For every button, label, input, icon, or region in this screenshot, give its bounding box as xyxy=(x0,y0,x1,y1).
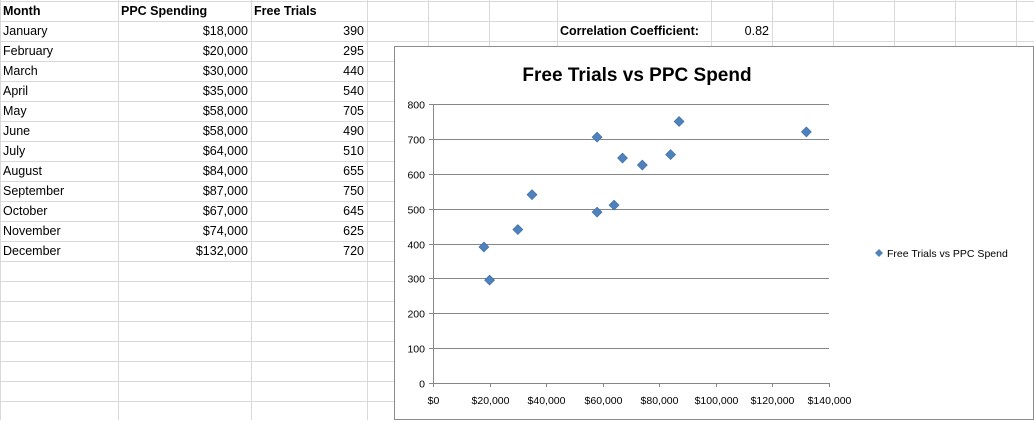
ppc-spending-cell[interactable]: $20,000 xyxy=(202,44,248,58)
ppc-spending-cell[interactable]: $84,000 xyxy=(202,164,248,178)
month-cell[interactable]: January xyxy=(3,24,48,38)
data-point xyxy=(617,152,628,164)
x-tick-label: $0 xyxy=(428,395,440,407)
month-cell[interactable]: March xyxy=(3,64,38,78)
ppc-spending-cell[interactable]: $58,000 xyxy=(202,104,248,118)
month-cell[interactable]: November xyxy=(3,224,61,238)
ppc-spending-cell[interactable]: $30,000 xyxy=(202,64,248,78)
ppc-spending-cell[interactable]: $87,000 xyxy=(202,184,248,198)
y-tick-label: 400 xyxy=(407,240,425,252)
x-tick-label: $20,000 xyxy=(472,395,510,407)
legend-marker xyxy=(875,249,883,257)
header-month[interactable]: Month xyxy=(3,4,41,18)
header-free-trials[interactable]: Free Trials xyxy=(254,4,317,18)
x-tick-label: $120,000 xyxy=(751,395,795,407)
free-trials-cell[interactable]: 625 xyxy=(343,224,364,238)
x-tick-label: $60,000 xyxy=(585,395,623,407)
data-point xyxy=(591,206,603,218)
free-trials-cell[interactable]: 705 xyxy=(343,104,364,118)
y-tick-label: 100 xyxy=(407,344,425,356)
y-tick-label: 300 xyxy=(407,274,425,286)
month-cell[interactable]: June xyxy=(3,124,31,138)
free-trials-cell[interactable]: 655 xyxy=(343,164,364,178)
data-point xyxy=(608,199,620,211)
scatter-chart[interactable]: Free Trials vs PPC Spend 0 100 200 300 400 500… xyxy=(394,46,1034,420)
y-tick-label: 500 xyxy=(407,205,425,217)
month-cell[interactable]: September xyxy=(3,184,65,198)
legend-label: Free Trials vs PPC Spend xyxy=(887,248,1008,260)
ppc-spending-cell[interactable]: $18,000 xyxy=(202,24,248,38)
ppc-spending-cell[interactable]: $67,000 xyxy=(202,204,248,218)
y-tick-label: 600 xyxy=(407,170,425,182)
month-cell[interactable]: April xyxy=(3,84,29,98)
x-tick-label: $80,000 xyxy=(641,395,679,407)
data-point xyxy=(484,274,495,286)
free-trials-cell[interactable]: 540 xyxy=(343,84,364,98)
ppc-spending-cell[interactable]: $35,000 xyxy=(202,84,248,98)
free-trials-cell[interactable]: 720 xyxy=(343,244,364,258)
data-point xyxy=(673,116,685,127)
header-ppc-spending[interactable]: PPC Spending xyxy=(121,4,208,18)
month-cell[interactable]: May xyxy=(3,104,27,118)
free-trials-cell[interactable]: 390 xyxy=(343,24,364,38)
ppc-spending-cell[interactable]: $132,000 xyxy=(195,244,248,258)
data-point xyxy=(800,126,812,138)
data-point xyxy=(665,149,677,160)
free-trials-cell[interactable]: 750 xyxy=(343,184,364,198)
data-point xyxy=(512,224,524,235)
free-trials-cell[interactable]: 645 xyxy=(343,204,364,218)
data-point xyxy=(526,189,538,201)
month-cell[interactable]: July xyxy=(3,144,26,158)
ppc-spending-cell[interactable]: $58,000 xyxy=(202,124,248,138)
chart-title: Free Trials vs PPC Spend xyxy=(522,65,751,86)
month-cell[interactable]: February xyxy=(3,44,54,58)
ppc-spending-cell[interactable]: $64,000 xyxy=(202,144,248,158)
data-point xyxy=(636,159,648,171)
y-tick-label: 0 xyxy=(419,379,425,391)
correlation-label[interactable]: Correlation Coefficient: xyxy=(560,24,699,38)
y-tick-label: 800 xyxy=(407,100,425,112)
month-cell[interactable]: August xyxy=(3,164,42,178)
y-tick-label: 200 xyxy=(407,309,425,321)
x-tick-label: $100,000 xyxy=(695,395,739,407)
ppc-spending-cell[interactable]: $74,000 xyxy=(202,224,248,238)
month-cell[interactable]: December xyxy=(3,244,61,258)
free-trials-cell[interactable]: 295 xyxy=(343,44,364,58)
data-point xyxy=(478,241,490,253)
x-tick-label: $40,000 xyxy=(528,395,566,407)
free-trials-cell[interactable]: 490 xyxy=(343,124,364,138)
data-point xyxy=(591,131,603,143)
chart-canvas: Free Trials vs PPC Spend 0 100 200 300 400 500… xyxy=(407,65,1008,407)
correlation-value[interactable]: 0.82 xyxy=(744,24,769,38)
free-trials-cell[interactable]: 440 xyxy=(343,64,364,78)
free-trials-cell[interactable]: 510 xyxy=(343,144,364,158)
month-cell[interactable]: October xyxy=(3,204,48,218)
y-tick-label: 700 xyxy=(407,135,425,147)
x-tick-label: $140,000 xyxy=(808,395,852,407)
